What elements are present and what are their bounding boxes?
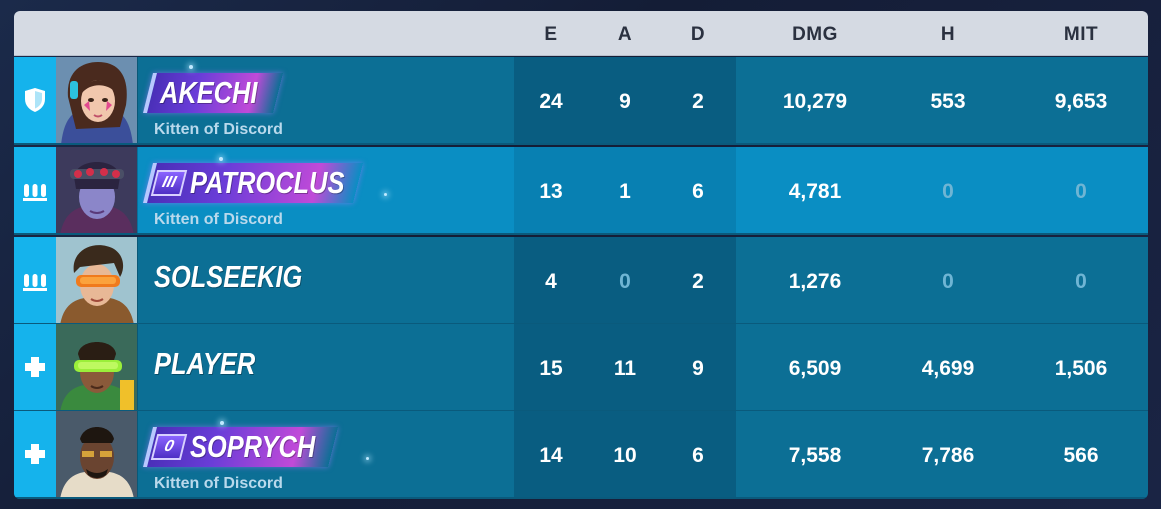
stat-eliminations: 24 <box>539 90 563 113</box>
role-strip <box>14 57 56 143</box>
player-title: Kitten of Discord <box>154 475 283 492</box>
stat-healing: 0 <box>942 180 954 203</box>
stat-mitigation: 0 <box>1075 180 1087 203</box>
stat-deaths: 6 <box>692 180 704 203</box>
stat-deaths: 2 <box>692 270 704 293</box>
stat-deaths: 2 <box>692 90 704 113</box>
stat-mitigation: 566 <box>1063 444 1099 467</box>
player-row[interactable]: 0 SOPRYCH Kitten of Discord 14 10 6 7,55… <box>14 411 1148 499</box>
support-cross-icon <box>25 444 45 464</box>
stat-healing: 4,699 <box>921 357 975 380</box>
sparkle <box>219 157 223 161</box>
stat-mitigation: 9,653 <box>1054 90 1108 113</box>
column-deaths: D <box>690 24 706 45</box>
tank-shield-icon <box>25 88 45 112</box>
stat-healing: 0 <box>942 270 954 293</box>
stat-assists: 0 <box>619 270 631 293</box>
stat-eliminations: 13 <box>539 180 563 203</box>
name-plate: AKECHI <box>143 71 283 115</box>
stat-damage: 10,279 <box>782 90 848 113</box>
stat-mitigation: 1,506 <box>1054 357 1108 380</box>
stat-assists: 10 <box>613 444 637 467</box>
stat-healing: 553 <box>930 90 966 113</box>
stat-band <box>514 147 736 233</box>
player-row[interactable]: SOLSEEKIG 4 0 2 1,276 0 0 <box>14 237 1148 325</box>
sparkle <box>366 457 369 460</box>
column-assists: A <box>617 24 633 45</box>
role-strip <box>14 147 56 233</box>
stat-band <box>514 411 736 497</box>
stat-deaths: 9 <box>692 357 704 380</box>
stat-deaths: 6 <box>692 444 704 467</box>
hero-portrait <box>56 324 138 410</box>
player-title: Kitten of Discord <box>154 211 283 228</box>
sparkle <box>220 421 224 425</box>
scoreboard: E A D DMG H MIT <box>14 11 1148 499</box>
player-row[interactable]: III PATROCLUS Kitten of Discord 13 1 6 4… <box>14 147 1148 235</box>
stat-damage: 1,276 <box>788 270 842 293</box>
stat-eliminations: 4 <box>545 270 557 293</box>
player-name: PLAYER <box>154 346 256 381</box>
player-title: Kitten of Discord <box>154 121 283 138</box>
hero-portrait <box>56 237 138 323</box>
stat-band <box>514 324 736 410</box>
hero-portrait <box>56 57 138 143</box>
column-healing: H <box>940 24 956 45</box>
scoreboard-header: E A D DMG H MIT <box>14 11 1148 56</box>
role-strip <box>14 237 56 323</box>
player-name: AKECHI <box>160 75 258 110</box>
stat-healing: 7,786 <box>921 444 975 467</box>
stat-damage: 4,781 <box>788 180 842 203</box>
player-row[interactable]: AKECHI Kitten of Discord 24 9 2 10,279 5… <box>14 57 1148 145</box>
stat-mitigation: 0 <box>1075 270 1087 293</box>
column-mitigation: MIT <box>1063 24 1099 45</box>
hero-portrait <box>56 411 138 497</box>
stat-assists: 9 <box>619 90 631 113</box>
stat-eliminations: 14 <box>539 444 563 467</box>
player-name: SOLSEEKIG <box>154 259 303 294</box>
sparkle <box>189 65 193 69</box>
stat-eliminations: 15 <box>539 357 563 380</box>
stat-assists: 1 <box>619 180 631 203</box>
stat-band <box>514 57 736 143</box>
role-strip <box>14 411 56 497</box>
name-plate: III PATROCLUS <box>143 161 378 205</box>
stat-damage: 6,509 <box>788 357 842 380</box>
column-eliminations: E <box>544 24 558 45</box>
damage-bullets-icon <box>23 184 47 201</box>
role-strip <box>14 324 56 410</box>
hero-portrait <box>56 147 138 233</box>
stat-damage: 7,558 <box>788 444 842 467</box>
stat-band <box>514 237 736 323</box>
player-name: SOPRYCH <box>190 429 316 464</box>
stat-assists: 11 <box>613 357 637 380</box>
sparkle <box>384 193 387 196</box>
name-plate: 0 SOPRYCH <box>143 425 343 469</box>
column-damage: DMG <box>792 24 838 45</box>
player-name: PATROCLUS <box>190 165 345 200</box>
player-row[interactable]: PLAYER 15 11 9 6,509 4,699 1,506 <box>14 324 1148 412</box>
support-cross-icon <box>25 357 45 377</box>
damage-bullets-icon <box>23 274 47 291</box>
